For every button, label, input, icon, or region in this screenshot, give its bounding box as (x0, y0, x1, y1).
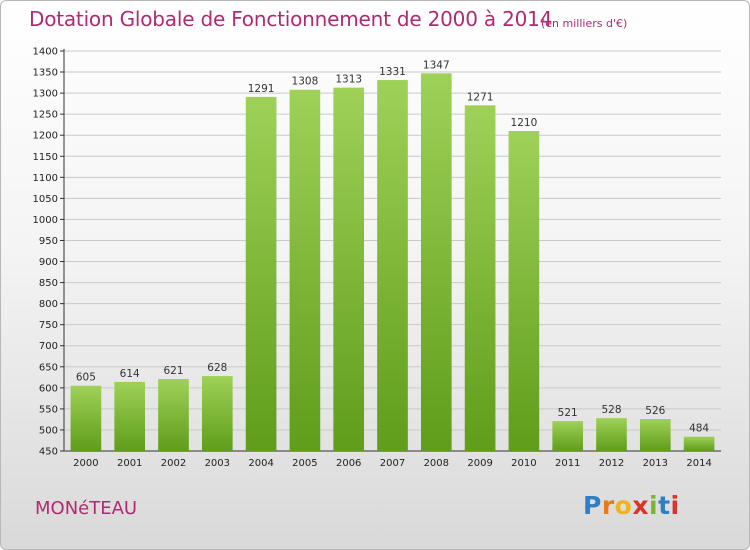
y-tick-label: 500 (39, 425, 58, 436)
value-label-2007: 1331 (379, 66, 406, 78)
bar-2002 (158, 379, 189, 451)
x-tick-label-2001: 2001 (117, 458, 142, 469)
x-tick-labels: 2000 2001 2002 2003 2004 2005 2006 2007 2008 2009… (73, 458, 712, 469)
x-tick-label-2011: 2011 (555, 458, 580, 469)
value-label-2014: 484 (689, 423, 709, 435)
bar-2011 (552, 421, 584, 451)
y-tick-label: 450 (39, 447, 58, 458)
x-tick-label-2009: 2009 (467, 458, 492, 469)
y-tick-label: 1200 (33, 131, 58, 142)
x-tick-label-2006: 2006 (336, 458, 361, 469)
value-label-2003: 628 (207, 362, 227, 374)
y-tick-label: 1150 (33, 152, 58, 163)
value-label-2012: 528 (601, 404, 621, 416)
x-tick-label-2012: 2012 (599, 458, 624, 469)
bar-2003 (201, 376, 233, 451)
value-label-2008: 1347 (423, 59, 450, 71)
y-tick-label: 900 (39, 257, 58, 268)
x-tick-label-2008: 2008 (424, 458, 449, 469)
y-tick-label: 1100 (33, 173, 58, 184)
bar-2006 (333, 87, 365, 451)
bar-2009 (464, 105, 496, 451)
bar-2014 (683, 436, 715, 451)
x-tick-label-2003: 2003 (205, 458, 230, 469)
value-label-2011: 521 (558, 407, 578, 419)
bar-2000 (70, 385, 102, 451)
proxiti-logo: Proxiti (583, 491, 680, 520)
x-tick-label-2004: 2004 (248, 458, 273, 469)
logo-letter: P (583, 491, 602, 520)
y-tick-label: 1400 (33, 47, 58, 58)
logo-letter: r (601, 491, 615, 520)
y-tick-label: 1000 (33, 215, 58, 226)
chart-title: Dotation Globale de Fonctionnement de 20… (29, 7, 553, 31)
bars: 605 614 621 628 1291 1308 1313 1331 1347 1271 1210… (70, 59, 715, 451)
y-tick-labels: 450 500 550 600 650 700 750 800 850 900 950 1000 105… (33, 47, 58, 458)
y-tick-label: 1050 (33, 194, 58, 205)
bar-2010 (508, 131, 540, 451)
value-label-2005: 1308 (292, 76, 319, 88)
y-tick-label: 1300 (33, 89, 58, 100)
unit-note: (en milliers d'€) (541, 17, 628, 30)
value-label-2010: 1210 (511, 117, 538, 129)
bar-2004 (245, 96, 277, 451)
logo-letter: i (649, 491, 659, 520)
y-tick-label: 1350 (33, 68, 58, 79)
bar-2008 (420, 73, 452, 451)
x-tick-label-2000: 2000 (73, 458, 98, 469)
bar-2012 (596, 418, 627, 451)
x-tick-label-2014: 2014 (686, 458, 711, 469)
value-label-2002: 621 (163, 365, 183, 377)
bar-2007 (377, 80, 408, 451)
x-tick-label-2007: 2007 (380, 458, 405, 469)
y-tick-label: 750 (39, 320, 58, 331)
value-label-2006: 1313 (335, 74, 362, 86)
x-tick-label-2002: 2002 (161, 458, 186, 469)
y-tick-label: 800 (39, 299, 58, 310)
value-label-2009: 1271 (467, 91, 494, 103)
x-tick-label-2013: 2013 (643, 458, 668, 469)
logo-letter: i (670, 491, 680, 520)
y-tick-label: 550 (39, 404, 58, 415)
commune-name: MONéTEAU (35, 498, 138, 519)
value-label-2004: 1291 (248, 83, 275, 95)
y-tick-label: 850 (39, 278, 58, 289)
value-label-2001: 614 (120, 368, 140, 380)
y-tick-label: 600 (39, 383, 58, 394)
y-tick-label: 700 (39, 341, 58, 352)
x-tick-label-2010: 2010 (511, 458, 536, 469)
value-label-2013: 526 (645, 405, 665, 417)
y-tick-label: 650 (39, 362, 58, 373)
y-tick-label: 950 (39, 236, 58, 247)
bar-2001 (114, 381, 146, 451)
logo-letter: t (658, 491, 671, 520)
bar-2005 (289, 89, 321, 451)
y-tick-label: 1250 (33, 110, 58, 121)
bar-2013 (639, 419, 671, 451)
value-label-2000: 605 (76, 372, 96, 384)
x-tick-label-2005: 2005 (292, 458, 317, 469)
logo-letter: x (632, 491, 649, 520)
logo-letter: o (614, 491, 633, 520)
